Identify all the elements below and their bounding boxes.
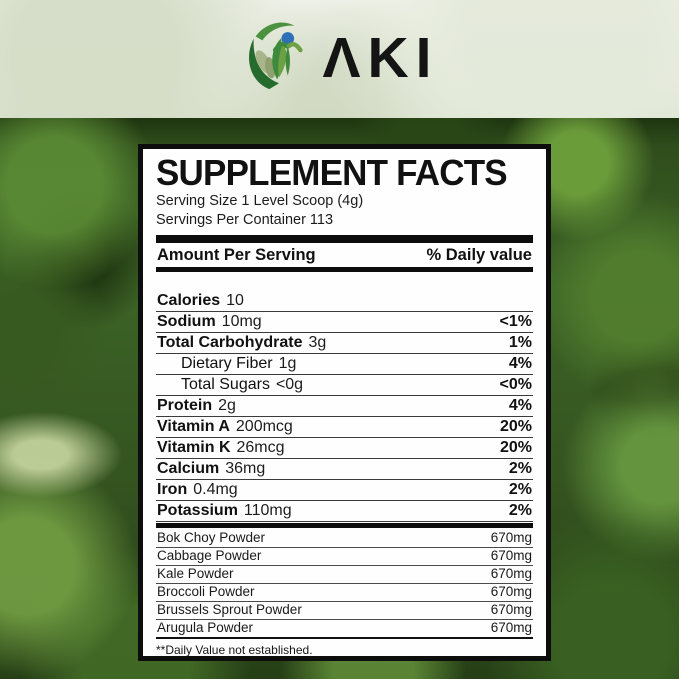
ingredient-amount: 670mg — [490, 584, 532, 600]
nutrient-name: Sodium — [157, 312, 216, 330]
nutrient-amount: 3g — [308, 333, 327, 351]
nutrient-row: Iron 0.4mg 2% — [156, 480, 533, 501]
brand-logo-text: ΛKI — [322, 25, 439, 90]
nutrient-name: Vitamin K — [157, 438, 231, 456]
nutrient-daily-value: <1% — [499, 312, 532, 330]
footnote-dv-not-established: **Daily Value not established. — [156, 642, 313, 657]
ingredient-name: Cabbage Powder — [157, 548, 262, 564]
nutrient-name: Total Sugars — [181, 375, 270, 393]
ingredient-row: Kale Powder 670mg — [156, 566, 533, 584]
nutrient-row: Total Sugars <0g <0% — [156, 375, 533, 396]
ingredient-name: Broccoli Powder — [157, 584, 255, 600]
nutrient-daily-value: 4% — [508, 354, 532, 372]
ingredient-name: Brussels Sprout Powder — [157, 602, 302, 618]
ingredient-name: Bok Choy Powder — [157, 530, 266, 546]
nutrient-amount: 10 — [226, 291, 244, 309]
nutrient-row: Calcium 36mg 2% — [156, 459, 533, 480]
nutrient-row: Vitamin A 200mcg 20% — [156, 417, 533, 438]
nutrient-row: Sodium 10mg <1% — [156, 312, 533, 333]
nutrient-amount: <0g — [275, 375, 304, 393]
nutrient-amount: 200mcg — [235, 417, 293, 435]
nutrient-row: Potassium 110mg 2% — [156, 501, 533, 522]
column-header-row: Amount Per Serving % Daily value — [156, 243, 533, 267]
ingredient-row: Brussels Sprout Powder 670mg — [156, 602, 533, 620]
footnotes: **Daily Value not established. % Daily V… — [156, 642, 533, 661]
column-header-amount: Amount Per Serving — [157, 245, 316, 264]
nutrient-name: Calcium — [157, 459, 220, 477]
divider-bar-medium — [156, 266, 533, 272]
nutrient-row: Total Carbohydrate 3g 1% — [156, 333, 533, 354]
nutrient-name: Total Carbohydrate — [157, 333, 303, 351]
nutrient-name: Iron — [157, 480, 188, 498]
nutrient-name: Calories — [157, 291, 221, 309]
ingredient-row: Arugula Powder 670mg — [156, 620, 533, 639]
nutrient-amount: 26mcg — [236, 438, 285, 456]
nutrient-rows: Calories 10 Sodium 10mg <1% Total Carboh… — [156, 291, 533, 522]
nutrient-row: Dietary Fiber 1g 4% — [156, 354, 533, 375]
nutrient-amount: 110mg — [243, 501, 292, 519]
ingredient-amount: 670mg — [490, 530, 532, 546]
brand-logo: ΛKI — [0, 10, 679, 106]
ingredient-amount: 670mg — [490, 620, 532, 636]
serving-size: Serving Size 1 Level Scoop (4g) — [156, 192, 364, 209]
ingredient-row: Cabbage Powder 670mg — [156, 548, 533, 566]
servings-per-container: Servings Per Container 113 — [156, 211, 334, 228]
nutrient-amount: 0.4mg — [193, 480, 238, 498]
nutrient-daily-value: 1% — [508, 333, 532, 351]
ingredient-amount: 670mg — [490, 548, 532, 564]
ingredient-row: Bok Choy Powder 670mg — [156, 530, 533, 548]
ingredient-amount: 670mg — [490, 602, 532, 618]
nutrient-daily-value: 2% — [508, 480, 532, 498]
nutrient-amount: 2g — [218, 396, 236, 414]
ingredient-name: Arugula Powder — [157, 620, 254, 636]
ingredient-name: Kale Powder — [157, 566, 234, 582]
nutrient-daily-value: 20% — [499, 417, 532, 435]
nutrient-amount: 1g — [278, 354, 297, 372]
supplement-facts-panel: SUPPLEMENT FACTS Serving Size 1 Level Sc… — [138, 144, 551, 661]
panel-title: SUPPLEMENT FACTS — [156, 152, 508, 194]
divider-bar-medium-2 — [156, 522, 533, 528]
nutrient-name: Potassium — [157, 501, 238, 519]
nutrient-name: Vitamin A — [157, 417, 230, 435]
nutrient-amount: 10mg — [221, 312, 262, 330]
nutrient-daily-value: <0% — [499, 375, 532, 393]
nutrient-row: Protein 2g 4% — [156, 396, 533, 417]
footnote-calorie-diet: % Daily Values are based on a 2,000 calo… — [156, 658, 533, 661]
nutrient-daily-value: 2% — [508, 459, 532, 477]
nutrient-name: Protein — [157, 396, 213, 414]
ingredient-rows: Bok Choy Powder 670mg Cabbage Powder 670… — [156, 530, 533, 639]
nutrient-daily-value: 2% — [508, 501, 532, 519]
nutrient-row: Calories 10 — [156, 291, 533, 312]
aki-logo-icon — [240, 17, 318, 100]
column-header-daily-value: % Daily value — [426, 245, 532, 264]
ingredient-amount: 670mg — [490, 566, 532, 582]
nutrient-name: Dietary Fiber — [181, 354, 273, 372]
logo-band — [0, 0, 679, 118]
divider-bar-thick — [156, 234, 533, 243]
ingredient-row: Broccoli Powder 670mg — [156, 584, 533, 602]
nutrient-amount: 36mg — [225, 459, 266, 477]
nutrient-daily-value: 20% — [499, 438, 532, 456]
nutrient-daily-value: 4% — [508, 396, 532, 414]
nutrient-row: Vitamin K 26mcg 20% — [156, 438, 533, 459]
